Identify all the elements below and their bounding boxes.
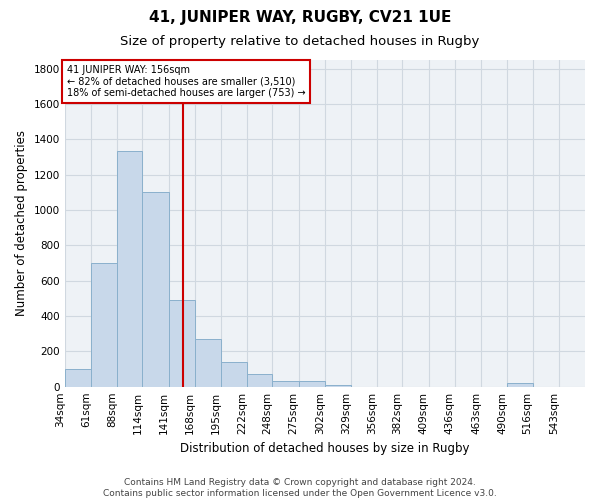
Bar [142, 192, 169, 386]
Bar [247, 374, 272, 386]
Bar [117, 151, 142, 386]
Text: 41, JUNIPER WAY, RUGBY, CV21 1UE: 41, JUNIPER WAY, RUGBY, CV21 1UE [149, 10, 451, 25]
Text: 41 JUNIPER WAY: 156sqm
← 82% of detached houses are smaller (3,510)
18% of semi-: 41 JUNIPER WAY: 156sqm ← 82% of detached… [67, 66, 305, 98]
Bar [91, 263, 117, 386]
Bar [65, 369, 91, 386]
Bar [299, 380, 325, 386]
Text: Size of property relative to detached houses in Rugby: Size of property relative to detached ho… [121, 35, 479, 48]
Text: Contains HM Land Registry data © Crown copyright and database right 2024.
Contai: Contains HM Land Registry data © Crown c… [103, 478, 497, 498]
Bar [221, 362, 247, 386]
Bar [325, 385, 351, 386]
Y-axis label: Number of detached properties: Number of detached properties [15, 130, 28, 316]
Bar [195, 339, 221, 386]
Bar [272, 380, 299, 386]
Bar [169, 300, 195, 386]
X-axis label: Distribution of detached houses by size in Rugby: Distribution of detached houses by size … [180, 442, 470, 455]
Bar [508, 383, 533, 386]
